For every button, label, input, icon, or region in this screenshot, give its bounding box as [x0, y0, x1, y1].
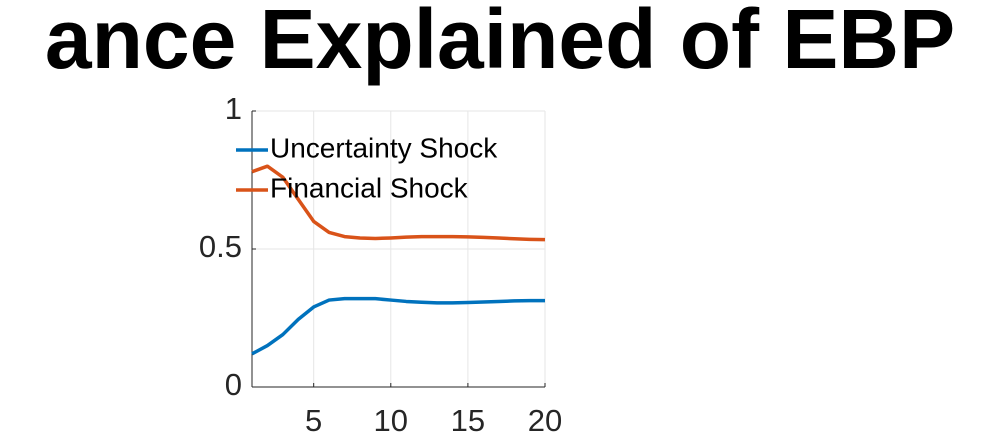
x-tick-label: 5	[305, 403, 322, 437]
x-tick-label: 20	[528, 403, 562, 437]
legend-label: Uncertainty Shock	[270, 132, 498, 163]
chart-title: ance Explained of EBP	[45, 0, 955, 86]
x-tick-label: 15	[451, 403, 485, 437]
y-tick-label: 1	[225, 91, 242, 126]
data-line	[251, 164, 546, 242]
y-tick-label: 0.5	[199, 229, 242, 264]
y-tick-label: 0	[225, 367, 242, 402]
data-line	[251, 296, 545, 356]
x-tick-label: 10	[374, 403, 408, 437]
legend-label: Financial Shock	[270, 172, 469, 203]
